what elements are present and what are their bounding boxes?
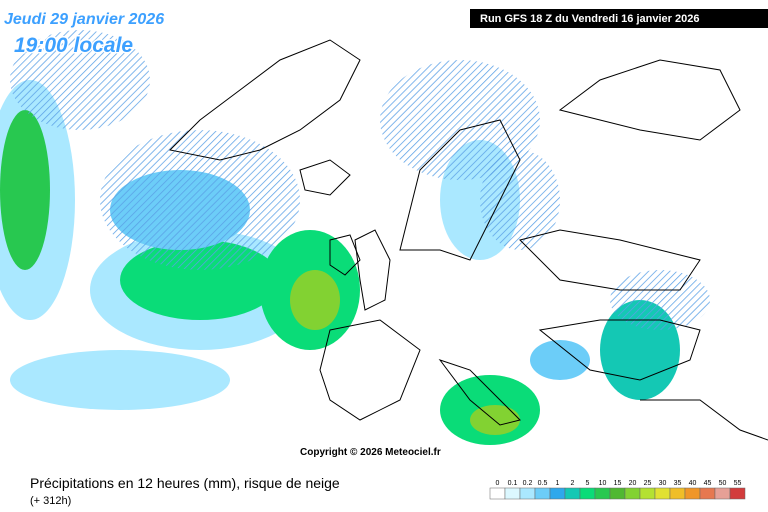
legend-swatch (564, 487, 581, 500)
legend-swatch (489, 487, 506, 500)
legend-label: 10 (599, 480, 607, 487)
footer-lead: (+ 312h) (30, 495, 71, 507)
legend-swatch (624, 487, 641, 500)
legend-label: 15 (614, 480, 622, 487)
map-time: 19:00 locale (14, 34, 133, 57)
run-box (470, 9, 768, 28)
legend-swatch (714, 487, 731, 500)
legend-label: 40 (689, 480, 697, 487)
legend-swatch (579, 487, 596, 500)
legend-label: 0 (496, 480, 500, 487)
legend-label: 25 (644, 480, 652, 487)
legend-swatch (669, 487, 686, 500)
legend-swatch (654, 487, 671, 500)
coastlines (168, 39, 768, 441)
legend-swatch (504, 487, 521, 500)
legend-label: 20 (629, 480, 637, 487)
legend-label: 2 (571, 480, 575, 487)
legend-label: 30 (659, 480, 667, 487)
legend-label: 50 (719, 480, 727, 487)
legend-swatch (729, 487, 746, 500)
legend-swatch (609, 487, 626, 500)
legend-label: 45 (704, 480, 712, 487)
legend: 0 0.1 0.2 0.5 1 2 5 10 15 20 25 30 35 40 45 50 55 (489, 480, 746, 500)
legend-swatch (699, 487, 716, 500)
legend-label: 35 (674, 480, 682, 487)
legend-label: 5 (586, 480, 590, 487)
legend-swatch (684, 487, 701, 500)
run-info: Run GFS 18 Z du Vendredi 16 janvier 2026 (480, 13, 699, 25)
legend-label: 0.2 (523, 480, 533, 487)
footer-title: Précipitations en 12 heures (mm), risque… (30, 475, 340, 491)
copyright: Copyright © 2026 Meteociel.fr (300, 447, 441, 458)
legend-swatch (534, 487, 551, 500)
legend-label: 0.1 (508, 480, 518, 487)
legend-label: 1 (556, 480, 560, 487)
map-date: Jeudi 29 janvier 2026 (4, 11, 164, 28)
legend-swatch (594, 487, 611, 500)
precipitation (0, 30, 710, 445)
legend-swatch (639, 487, 656, 500)
legend-swatch (519, 487, 536, 500)
legend-swatch (549, 487, 566, 500)
legend-label: 55 (734, 480, 742, 487)
legend-label: 0.5 (538, 480, 548, 487)
